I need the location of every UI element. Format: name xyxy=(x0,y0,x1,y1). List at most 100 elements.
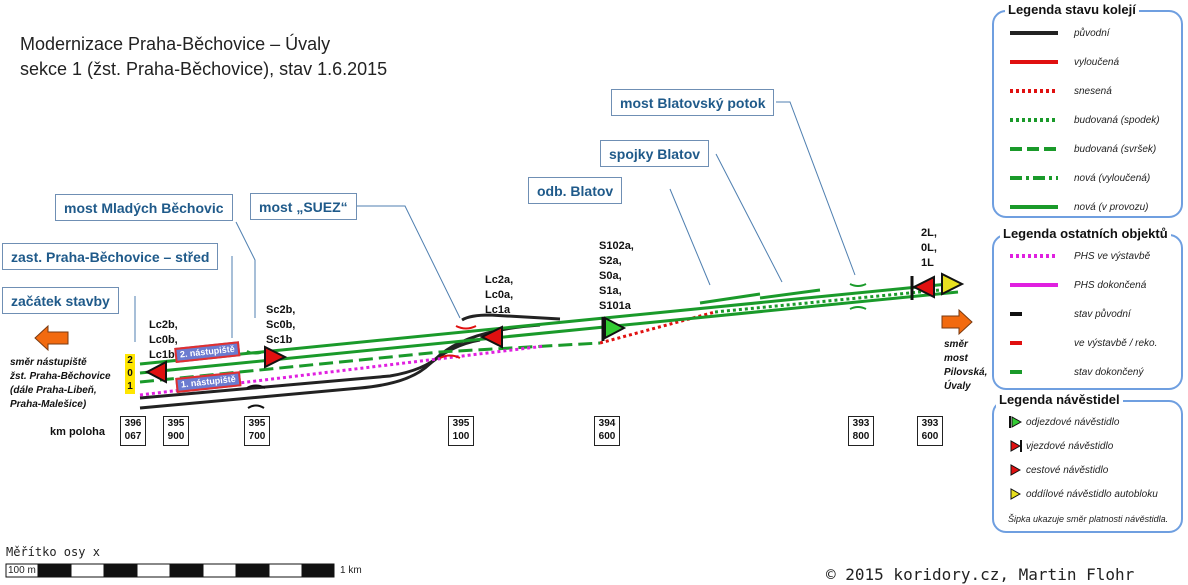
legend-track-states-title: Legenda stavu kolejí xyxy=(1005,2,1139,17)
legend-row: cestové návěstidlo xyxy=(1008,462,1108,478)
copyright: © 2015 koridory.cz, Martin Flohr xyxy=(826,565,1135,584)
bridge-blatov-bottom xyxy=(849,306,867,310)
legend-row: budovaná (svršek) xyxy=(1008,140,1156,158)
legend-row: odjezdové návěstidlo xyxy=(1008,414,1119,430)
callout-odb-blatov: odb. Blatov xyxy=(528,177,623,204)
legend-row: nová (vyloučená) xyxy=(1008,169,1150,187)
swatch-phs-done-icon xyxy=(1010,283,1058,287)
leader-blatovsky xyxy=(776,101,856,276)
callout-leaders xyxy=(134,101,856,342)
legend-row: ve výstavbě / reko. xyxy=(1008,334,1157,352)
km-mark: 395 700 xyxy=(244,416,270,446)
track-number-badge: 2 0 1 xyxy=(125,354,135,394)
legend-row: PHS ve výstavbě xyxy=(1008,247,1150,265)
signal-s-icon xyxy=(604,316,627,340)
km-mark: 394 600 xyxy=(594,416,620,446)
title-line-2: sekce 1 (žst. Praha-Běchovice), stav 1.6… xyxy=(20,59,388,79)
legend-other-objects-title: Legenda ostatních objektů xyxy=(1000,226,1171,241)
legend-track-states: Legenda stavu kolejí původní vyloučená s… xyxy=(992,2,1183,218)
legend-row: budovaná (spodek) xyxy=(1008,111,1160,129)
departure-signal-icon xyxy=(1009,416,1022,428)
bridge-mladych-bottom xyxy=(246,384,266,389)
signals xyxy=(144,272,965,384)
legend-row: oddílové návěstidlo autobloku xyxy=(1008,486,1158,502)
legend-signals-note: Šipka ukazuje směr platnosti návěstidla. xyxy=(1008,514,1169,524)
legend-row: stav dokončený xyxy=(1008,363,1144,381)
track-0 xyxy=(139,290,959,375)
signal-sc-icon xyxy=(264,345,288,369)
swatch-original-icon xyxy=(1010,31,1058,35)
callout-spojky-blatov: spojky Blatov xyxy=(600,140,710,167)
bridge-blatov-top xyxy=(849,283,867,287)
track-number-2: 2 xyxy=(127,355,133,366)
signal-lca-icon xyxy=(479,325,503,349)
legend-other-objects: Legenda ostatních objektů PHS ve výstavb… xyxy=(992,226,1183,390)
swatch-removed-icon xyxy=(1010,89,1058,93)
label-signals-lcb: Lc2b, Lc0b, Lc1b xyxy=(149,319,178,361)
track-2 xyxy=(139,281,959,366)
legend-signals-title: Legenda návěstidel xyxy=(996,392,1123,407)
km-label: km poloha xyxy=(50,426,106,438)
signal-l-entry-icon xyxy=(911,275,935,299)
swatch-phs-building-icon xyxy=(1010,254,1058,258)
callout-most-suez: most „SUEZ“ xyxy=(250,193,357,220)
crossover-1 xyxy=(699,292,761,305)
label-signals-s: S102a, S2a, S0a, S1a, S101a xyxy=(599,240,634,312)
km-mark: 395 100 xyxy=(448,416,474,446)
track-1-substructure xyxy=(714,288,941,314)
swatch-superstructure-icon xyxy=(1010,147,1058,151)
leader-spojky xyxy=(715,153,783,283)
diagram-title: Modernizace Praha-Běchovice – Úvaly sekc… xyxy=(20,32,387,82)
bridge-marks xyxy=(246,283,867,409)
entry-signal-icon xyxy=(1010,440,1022,452)
direction-right-arrow-icon xyxy=(941,308,973,336)
callout-most-blatovsky: most Blatovský potok xyxy=(611,89,775,116)
km-mark: 393 600 xyxy=(917,416,943,446)
title-line-1: Modernizace Praha-Běchovice – Úvaly xyxy=(20,34,331,54)
callout-zastavka: zast. Praha-Běchovice – střed xyxy=(2,243,219,270)
swatch-object-building-icon xyxy=(1010,341,1022,345)
bridge-3957-bottom xyxy=(247,404,265,409)
legend-row: nová (v provozu) xyxy=(1008,198,1148,216)
direction-right-text: směr most Pilovská, Úvaly xyxy=(944,339,988,392)
leader-odb-blatov xyxy=(669,188,711,286)
callout-zacatek-stavby: začátek stavby xyxy=(2,287,119,314)
signal-block-icon xyxy=(941,272,965,296)
bridge-mladych-top xyxy=(246,350,266,355)
scale-left-label: 100 m xyxy=(8,565,36,576)
legend-row: PHS dokončená xyxy=(1008,276,1146,294)
swatch-substructure-icon xyxy=(1010,118,1058,122)
leader-most-mladych xyxy=(235,221,256,318)
black-track-lower-b xyxy=(139,338,481,410)
legend-row: vyloučená xyxy=(1008,53,1119,71)
label-signals-lca: Lc2a, Lc0a, Lc1a xyxy=(485,274,514,316)
scale-bar xyxy=(5,563,335,578)
direction-left-arrow-icon xyxy=(34,324,69,352)
signal-lc1b-icon xyxy=(144,360,167,384)
label-signals-scb: Sc2b, Sc0b, Sc1b xyxy=(266,304,296,346)
black-track-lc2a xyxy=(461,313,561,322)
new-tracks xyxy=(139,281,959,375)
swatch-new-operation-icon xyxy=(1010,205,1058,209)
km-mark: 395 900 xyxy=(163,416,189,446)
label-signals-l: 2L, 0L, 1L xyxy=(921,227,937,269)
swatch-excluded-icon xyxy=(1010,60,1058,64)
legend-row: vjezdové návěstidlo xyxy=(1008,438,1113,454)
legend-row: původní xyxy=(1008,24,1110,42)
leader-most-suez xyxy=(355,205,461,319)
scale-title: Měřítko osy x xyxy=(6,545,100,559)
km-mark: 396 067 xyxy=(120,416,146,446)
swatch-object-done-icon xyxy=(1010,370,1022,374)
callout-most-mladych: most Mladých Běchovic xyxy=(55,194,233,221)
direction-left-text: směr nástupiště žst. Praha-Běchovice (dá… xyxy=(10,357,111,410)
crossover-2 xyxy=(759,288,821,300)
swatch-object-original-icon xyxy=(1010,312,1022,316)
legend-row: snesená xyxy=(1008,82,1112,100)
block-signal-icon xyxy=(1010,488,1022,500)
km-mark: 393 800 xyxy=(848,416,874,446)
bridge-suez-mid xyxy=(439,354,461,359)
bridge-suez-top xyxy=(455,325,477,330)
route-signal-icon xyxy=(1010,464,1022,476)
track-number-1: 1 xyxy=(127,381,133,392)
swatch-new-excluded-icon xyxy=(1010,176,1058,180)
